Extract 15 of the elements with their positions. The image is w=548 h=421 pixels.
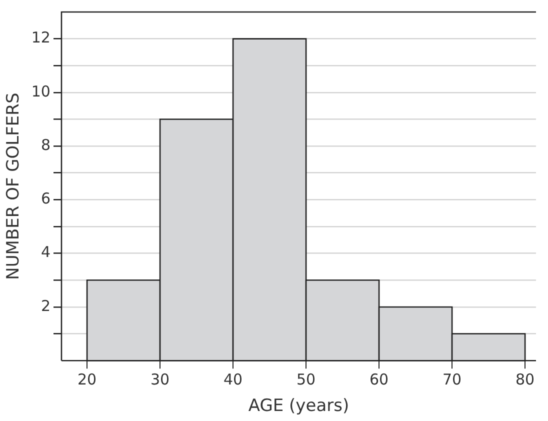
y-tick-label: 8 [40,136,50,154]
x-tick-label: 40 [223,370,243,388]
x-axis-title: AGE (years) [248,396,350,416]
x-tick-label: 50 [296,370,316,388]
y-tick-label: 10 [31,82,50,100]
y-tick-label: 6 [40,190,50,208]
y-tick-label: 4 [40,243,50,262]
y-axis-title: NUMBER OF GOLFERS [4,92,24,280]
x-tick-label: 20 [77,370,97,388]
x-tick-label: 80 [516,370,535,388]
x-tick-label: 60 [370,370,389,388]
y-tick-label: 12 [31,28,50,47]
x-tick-label: 70 [442,370,462,388]
x-tick-label: 30 [150,370,170,388]
y-tick-label: 2 [40,296,50,315]
